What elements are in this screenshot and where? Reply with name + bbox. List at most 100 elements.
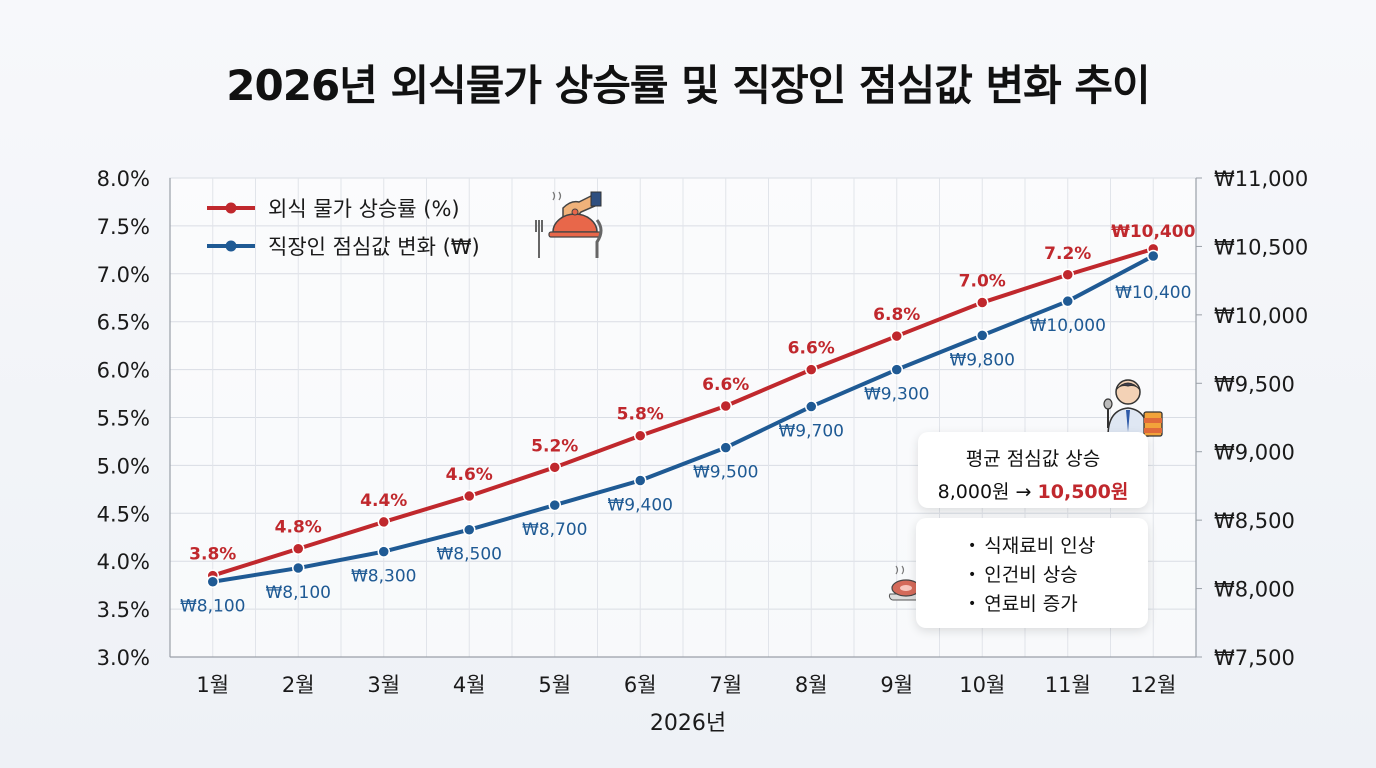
rate-point [292,542,305,555]
legend-label-rate: 외식 물가 상승률 (%) [268,197,460,221]
left-tick-label: 4.0% [97,550,150,574]
left-tick-label: 5.5% [97,407,150,431]
reason-item: 식재료비 인상 [968,532,1148,561]
lunch-point [634,474,647,487]
lunch-data-label: ₩9,800 [950,350,1015,370]
chart-title: 2026년 외식물가 상승률 및 직장인 점심값 변화 추이 [226,61,1150,110]
rate-point [976,296,989,309]
rate-data-label: 6.6% [702,375,749,395]
left-tick-label: 8.0% [97,167,150,191]
lunch-data-label: ₩9,700 [779,422,844,442]
cloche-dining-icon [535,191,603,258]
left-tick-label: 3.5% [97,598,150,622]
right-tick-label: ₩7,500 [1214,646,1295,670]
x-tick-label: 5월 [538,673,571,697]
lunch-data-label: ₩10,400 [1115,283,1191,303]
right-tick-label: ₩10,000 [1214,304,1308,328]
lunch-point [206,575,219,588]
lunch-point [719,441,732,454]
legend-label-lunch: 직장인 점심값 변화 (₩) [268,235,480,259]
x-axis: 1월 2월 3월 4월 5월 6월 7월 8월 9월 10월 11월 12월 [196,673,1176,697]
rate-data-label: ₩10,400 [1111,222,1196,242]
rate-data-label: 3.8% [189,545,236,565]
office-worker-icon [1103,379,1163,437]
lunch-data-label: ₩8,700 [522,520,587,540]
lunch-data-label: ₩10,000 [1030,316,1106,336]
lunch-point [1147,249,1160,263]
left-tick-label: 4.5% [97,502,150,526]
rate-data-label: 4.4% [360,491,407,511]
lunch-point [377,545,390,558]
reason-item: 연료비 증가 [968,590,1148,619]
rate-data-label: 6.6% [788,339,835,359]
lunch-point [1061,294,1074,308]
right-axis: ₩7,500 ₩8,000 ₩8,500 ₩9,000 ₩9,500 ₩10,000 ₩10… [1196,167,1308,670]
rate-data-label: 4.6% [446,465,493,485]
average-lunch-price-box: 평균 점심값 상승 8,000원 → 10,500원 [918,432,1148,508]
legend-marker-blue [225,240,237,252]
lunch-point [976,329,989,342]
rate-data-label: 4.8% [275,518,322,538]
avg-box-from: 8,000원 → [937,481,1032,503]
series-points [206,242,1160,588]
left-tick-label: 7.5% [97,215,150,239]
series-line-rate [210,246,1156,578]
avg-box-values: 8,000원 → 10,500원 [918,477,1148,504]
right-tick-label: ₩8,500 [1214,509,1295,533]
lunch-data-label: ₩9,400 [608,495,673,515]
x-tick-label: 4월 [453,673,486,697]
x-tick-label: 1월 [196,673,229,697]
right-tick-label: ₩8,000 [1214,578,1295,602]
legend: 외식 물가 상승률 (%) 직장인 점심값 변화 (₩) [207,197,480,259]
lunch-data-label: ₩8,300 [351,567,416,587]
reason-item: 인건비 상승 [968,561,1148,590]
x-tick-label: 9월 [880,673,913,697]
rate-data-label: 7.2% [1044,244,1091,264]
x-axis-label: 2026년 [650,711,726,736]
left-tick-label: 6.5% [97,311,150,335]
avg-box-title: 평균 점심값 상승 [965,448,1101,470]
lunch-point [292,561,305,575]
left-tick-label: 6.0% [97,359,150,383]
x-tick-label: 8월 [795,673,828,697]
lunch-data-label: ₩9,300 [864,385,929,405]
rate-point [719,399,732,413]
lunch-data-label: ₩8,100 [180,597,245,617]
left-tick-label: 3.0% [97,646,150,670]
rate-data-label: 7.0% [959,272,1006,292]
lunch-data-label: ₩8,500 [437,545,502,565]
series-lines [210,246,1156,584]
rate-point [463,489,476,503]
lunch-point [890,363,903,376]
right-tick-label: ₩9,500 [1214,372,1295,396]
lunch-point [463,523,476,536]
rate-point [890,329,903,343]
left-axis: 3.0% 3.5% 4.0% 4.5% 5.0% 5.5% 6.0% 6.5% 7.0% 7.5%… [97,167,150,670]
right-tick-label: ₩9,000 [1214,441,1295,465]
x-tick-label: 7월 [709,673,742,697]
data-labels: 3.8% 4.8% 4.4% 4.6% 5.2% 5.8% 6.6% 6.6% 6.8% 7.0%… [180,222,1196,617]
lunch-data-label: ₩8,100 [266,583,331,603]
rate-point [634,429,647,442]
right-tick-label: ₩11,000 [1214,167,1308,191]
x-tick-label: 12월 [1130,673,1176,697]
lunch-data-label: ₩9,500 [693,463,758,483]
left-tick-label: 5.0% [97,454,150,478]
rate-point [548,461,561,474]
x-tick-label: 10월 [959,673,1005,697]
rate-data-label: 5.2% [531,436,578,456]
x-tick-label: 11월 [1045,673,1091,697]
legend-marker-red [225,202,237,214]
avg-box-to: 10,500원 [1037,481,1129,503]
rate-point [805,363,818,376]
x-tick-label: 6월 [624,673,657,697]
rate-data-label: 6.8% [873,305,920,325]
rate-data-label: 5.8% [617,405,664,425]
right-tick-label: ₩10,500 [1214,235,1308,259]
x-tick-label: 3월 [367,673,400,697]
x-tick-label: 2월 [282,673,315,697]
rate-point [1061,268,1074,282]
reasons-list: 식재료비 인상 인건비 상승 연료비 증가 [916,518,1148,619]
lunch-point [805,400,818,413]
reasons-box: 식재료비 인상 인건비 상승 연료비 증가 [916,518,1148,628]
